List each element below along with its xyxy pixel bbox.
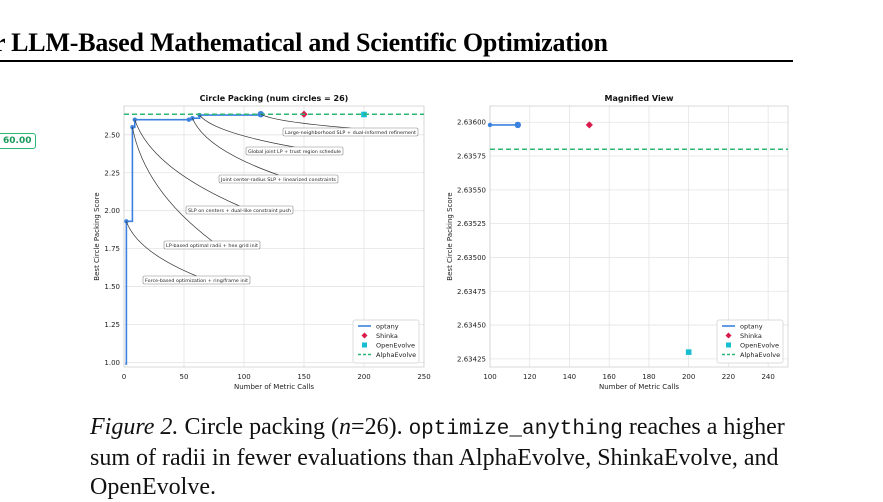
y-tick-label: 2.50 [104,131,120,139]
x-tick-label: 120 [523,373,536,381]
legend-label: OpenEvolve [740,342,779,350]
legend-swatch-openevolve [362,342,367,348]
page-header-title: r LLM-Based Mathematical and Scientific … [0,28,608,57]
x-tick-label: 0 [122,373,126,381]
figure-caption: Figure 2. Circle packing (n=26). optimiz… [90,413,800,502]
y-tick-label: 1.25 [104,321,120,329]
optany-point [186,117,191,122]
caption-text-2: =26). [351,414,409,440]
plot-frame-1 [489,105,789,368]
x-tick-label: 100 [237,373,250,381]
legend-label: Shinka [376,332,398,340]
legend-label: optany [376,323,399,331]
figure-canvas: 0 50 100 150 200 250 1.00 1.25 1.50 1.75 2.00 2.25 2… [93,94,789,391]
annotation-label: LP-based optimal radii + hex grid init [166,243,258,249]
legend-swatch-shinka [361,332,368,339]
caption-code: optimize_anything [408,418,623,441]
legend-swatch-openevolve [726,342,731,348]
y-tick-label: 1.00 [104,359,120,367]
legend-label: Shinka [740,332,762,340]
y-tick-label: 2.63450 [457,322,486,330]
chart-title: Circle Packing (num circles = 26) [200,94,349,103]
plot-frame-0 [123,105,425,368]
caption-text-1: Circle packing ( [178,414,340,440]
annotation-arrow [134,119,240,207]
y-tick-label: 2.63425 [457,355,486,363]
annotation-box [218,174,339,184]
caption-figure-label: Figure 2. [90,414,179,440]
legend-box [716,319,784,364]
x-tick-label: 250 [417,373,430,381]
optany-point [514,121,522,129]
x-tick-label: 150 [297,373,310,381]
annotation-arrow [260,113,351,129]
x-tick-label: 240 [761,373,774,381]
legend-box [352,319,420,364]
x-tick-label: 200 [357,373,370,381]
annotation-box [245,146,344,156]
y-tick-label: 2.63575 [457,153,486,161]
annotation-box [185,205,294,215]
annotation-label: Large-neighborhood SLP + dual-informed r… [285,130,416,136]
annotation-box [282,127,419,137]
annotation-arrow [132,127,213,242]
y-tick-label: 2.63500 [457,254,486,262]
legend-label: AlphaEvolve [740,351,780,359]
shinka-point [585,121,593,129]
x-axis-label: Number of Metric Calls [234,383,314,391]
y-tick-label: 2.63550 [457,186,486,194]
annotation-box [163,240,261,250]
annotation-box [142,275,251,285]
legend-label: optany [740,323,763,331]
annotation-label: SLP on centers + dual-like constraint pu… [188,208,291,214]
annotation-arrow [126,221,197,277]
header-rule [0,60,793,62]
y-tick-label: 2.25 [104,169,120,177]
score-badge: 60.00 [0,133,37,149]
x-tick-label: 50 [180,373,189,381]
x-axis-label: Number of Metric Calls [599,383,679,391]
y-tick-label: 2.63475 [457,288,486,296]
annotation-label: Global joint LP + trust region schedule [248,149,341,155]
annotation-arrow [192,118,279,176]
caption-math: n [339,414,352,440]
y-axis-label: Best Circle Packing Score [446,192,454,280]
chart-title: Magnified View [605,94,675,103]
x-tick-label: 180 [642,373,655,381]
x-tick-label: 100 [483,373,496,381]
openevolve-point [685,349,692,355]
annotation-arrow [199,114,295,148]
y-tick-label: 1.75 [104,245,120,253]
annotation-label: Force-based optimization + ring/frame in… [145,278,248,284]
annotation-label: Joint center-radius SLP + linearized con… [220,177,337,183]
legend-swatch-shinka [725,332,732,339]
x-tick-label: 140 [563,373,576,381]
y-axis-label: Best Circle Packing Score [93,192,101,280]
x-tick-label: 160 [603,373,616,381]
legend-label: AlphaEvolve [376,351,416,359]
y-tick-label: 2.63600 [457,119,486,127]
y-tick-label: 1.50 [104,283,120,291]
x-tick-label: 200 [682,373,695,381]
optany-point [487,122,493,128]
y-tick-label: 2.00 [104,207,120,215]
legend-label: OpenEvolve [376,342,415,350]
x-tick-label: 220 [722,373,735,381]
y-tick-label: 2.63525 [457,220,486,228]
